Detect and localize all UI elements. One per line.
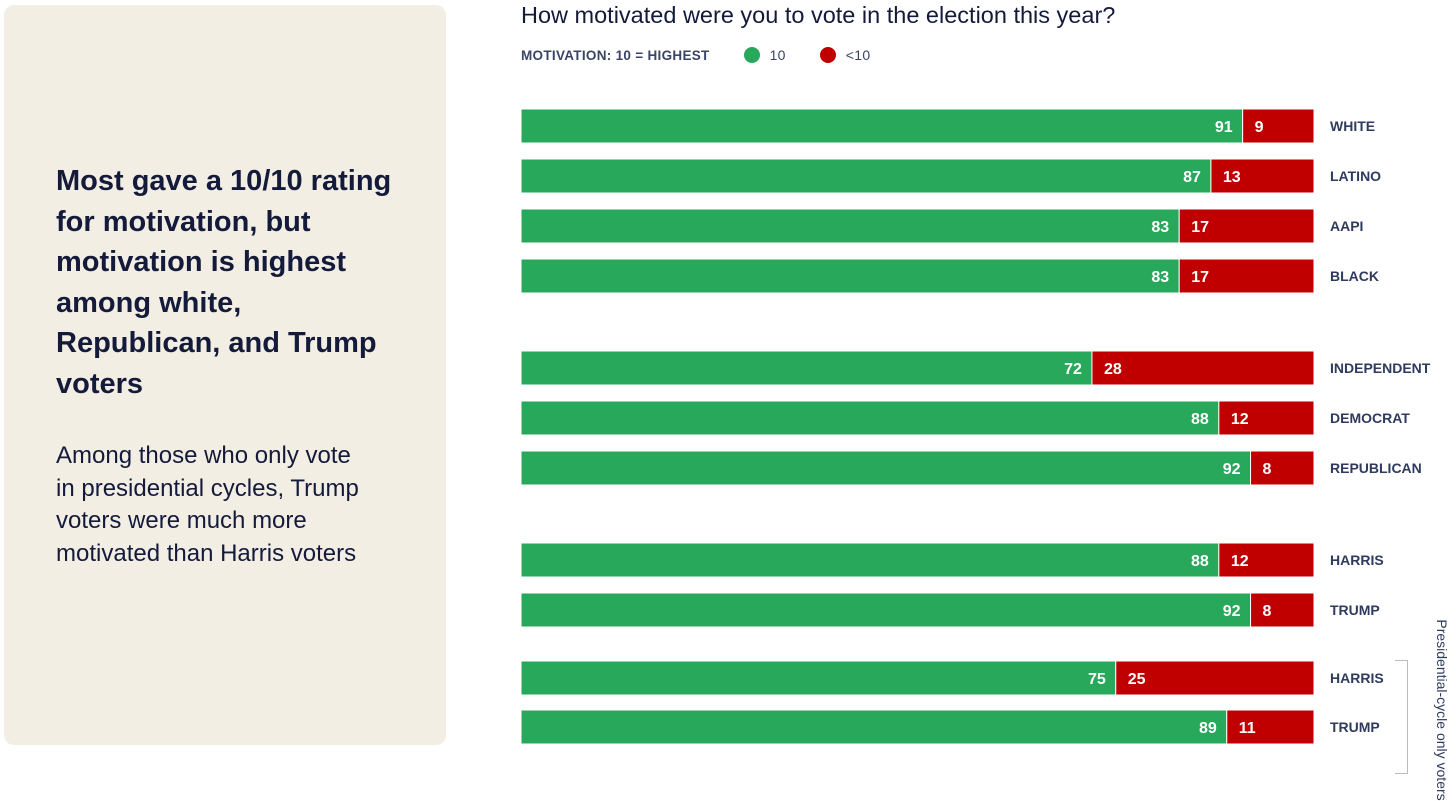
bar-lt10 — [1250, 592, 1315, 628]
legend-label-lt10: <10 — [845, 47, 871, 63]
bar-lt10 — [1242, 108, 1315, 144]
data-label: 92 — [1223, 461, 1241, 478]
headline: Most gave a 10/10 rating for motivation,… — [56, 165, 392, 400]
data-label: 91 — [1215, 119, 1233, 136]
data-label: 13 — [1223, 169, 1241, 186]
bar-lt10 — [1250, 450, 1315, 486]
data-label: 92 — [1223, 603, 1241, 620]
category-label: BLACK — [1330, 268, 1379, 284]
group-label: Presidential-cycle only voters — [1434, 619, 1450, 801]
bar-10 — [520, 542, 1220, 578]
bar-10 — [520, 400, 1220, 436]
bar-lt10 — [1178, 258, 1315, 294]
chart-title: How motivated were you to vote in the el… — [521, 2, 1116, 28]
bar-lt10 — [1210, 158, 1315, 194]
legend-dot-lt10 — [819, 47, 836, 63]
bar-lt10 — [1115, 660, 1315, 696]
legend-title: MOTIVATION: 10 = HIGHEST — [521, 47, 710, 63]
data-label: 75 — [1088, 671, 1106, 688]
data-label: 12 — [1231, 553, 1249, 570]
data-label: 25 — [1128, 671, 1146, 688]
subtext: Among those who only vote in presidentia… — [56, 442, 359, 567]
data-label: 28 — [1104, 361, 1122, 378]
data-label: 72 — [1064, 361, 1082, 378]
bar-lt10 — [1218, 400, 1315, 436]
data-label: 87 — [1183, 169, 1201, 186]
category-label: HARRIS — [1330, 552, 1384, 568]
legend-dot-10 — [743, 47, 760, 63]
category-label: HARRIS — [1330, 670, 1384, 686]
data-label: 8 — [1263, 603, 1272, 620]
category-label: TRUMP — [1330, 719, 1380, 735]
data-label: 8 — [1263, 461, 1272, 478]
category-label: INDEPENDENT — [1330, 360, 1431, 376]
category-label: AAPI — [1330, 218, 1363, 234]
category-label: TRUMP — [1330, 602, 1380, 618]
data-label: 88 — [1191, 411, 1209, 428]
data-label: 12 — [1231, 411, 1249, 428]
legend-label-10: 10 — [769, 47, 786, 63]
bar-10 — [520, 660, 1117, 696]
data-label: 83 — [1151, 219, 1169, 236]
data-label: 88 — [1191, 553, 1209, 570]
bar-10 — [520, 108, 1244, 144]
data-label: 11 — [1239, 720, 1256, 737]
bar-10 — [520, 158, 1212, 194]
bar-10 — [520, 350, 1093, 386]
legend: MOTIVATION: 10 = HIGHEST 10 <10 — [521, 47, 870, 63]
bar-lt10 — [1091, 350, 1315, 386]
bar-10 — [520, 709, 1228, 745]
bar-lt10 — [1178, 208, 1315, 244]
category-label: REPUBLICAN — [1330, 460, 1422, 476]
data-label: 17 — [1191, 269, 1209, 286]
data-label: 89 — [1199, 720, 1217, 737]
bar-10 — [520, 592, 1252, 628]
category-label: DEMOCRAT — [1330, 410, 1410, 426]
data-label: 83 — [1151, 269, 1169, 286]
bar-10 — [520, 208, 1180, 244]
group-bracket — [1395, 660, 1408, 774]
bar-lt10 — [1218, 542, 1315, 578]
bar-10 — [520, 450, 1252, 486]
stacked-bar-chart: 91 9 WHITE 87 13 LATINO 83 17 AAPI 83 17 BLACK 72 28 I… — [520, 108, 1431, 745]
bar-lt10 — [1226, 709, 1315, 745]
summary-panel: Most gave a 10/10 rating for motivation,… — [4, 5, 446, 745]
data-label: 17 — [1191, 219, 1209, 236]
category-label: WHITE — [1330, 118, 1375, 134]
category-label: LATINO — [1330, 168, 1381, 184]
data-label: 9 — [1255, 119, 1264, 136]
bar-10 — [520, 258, 1180, 294]
